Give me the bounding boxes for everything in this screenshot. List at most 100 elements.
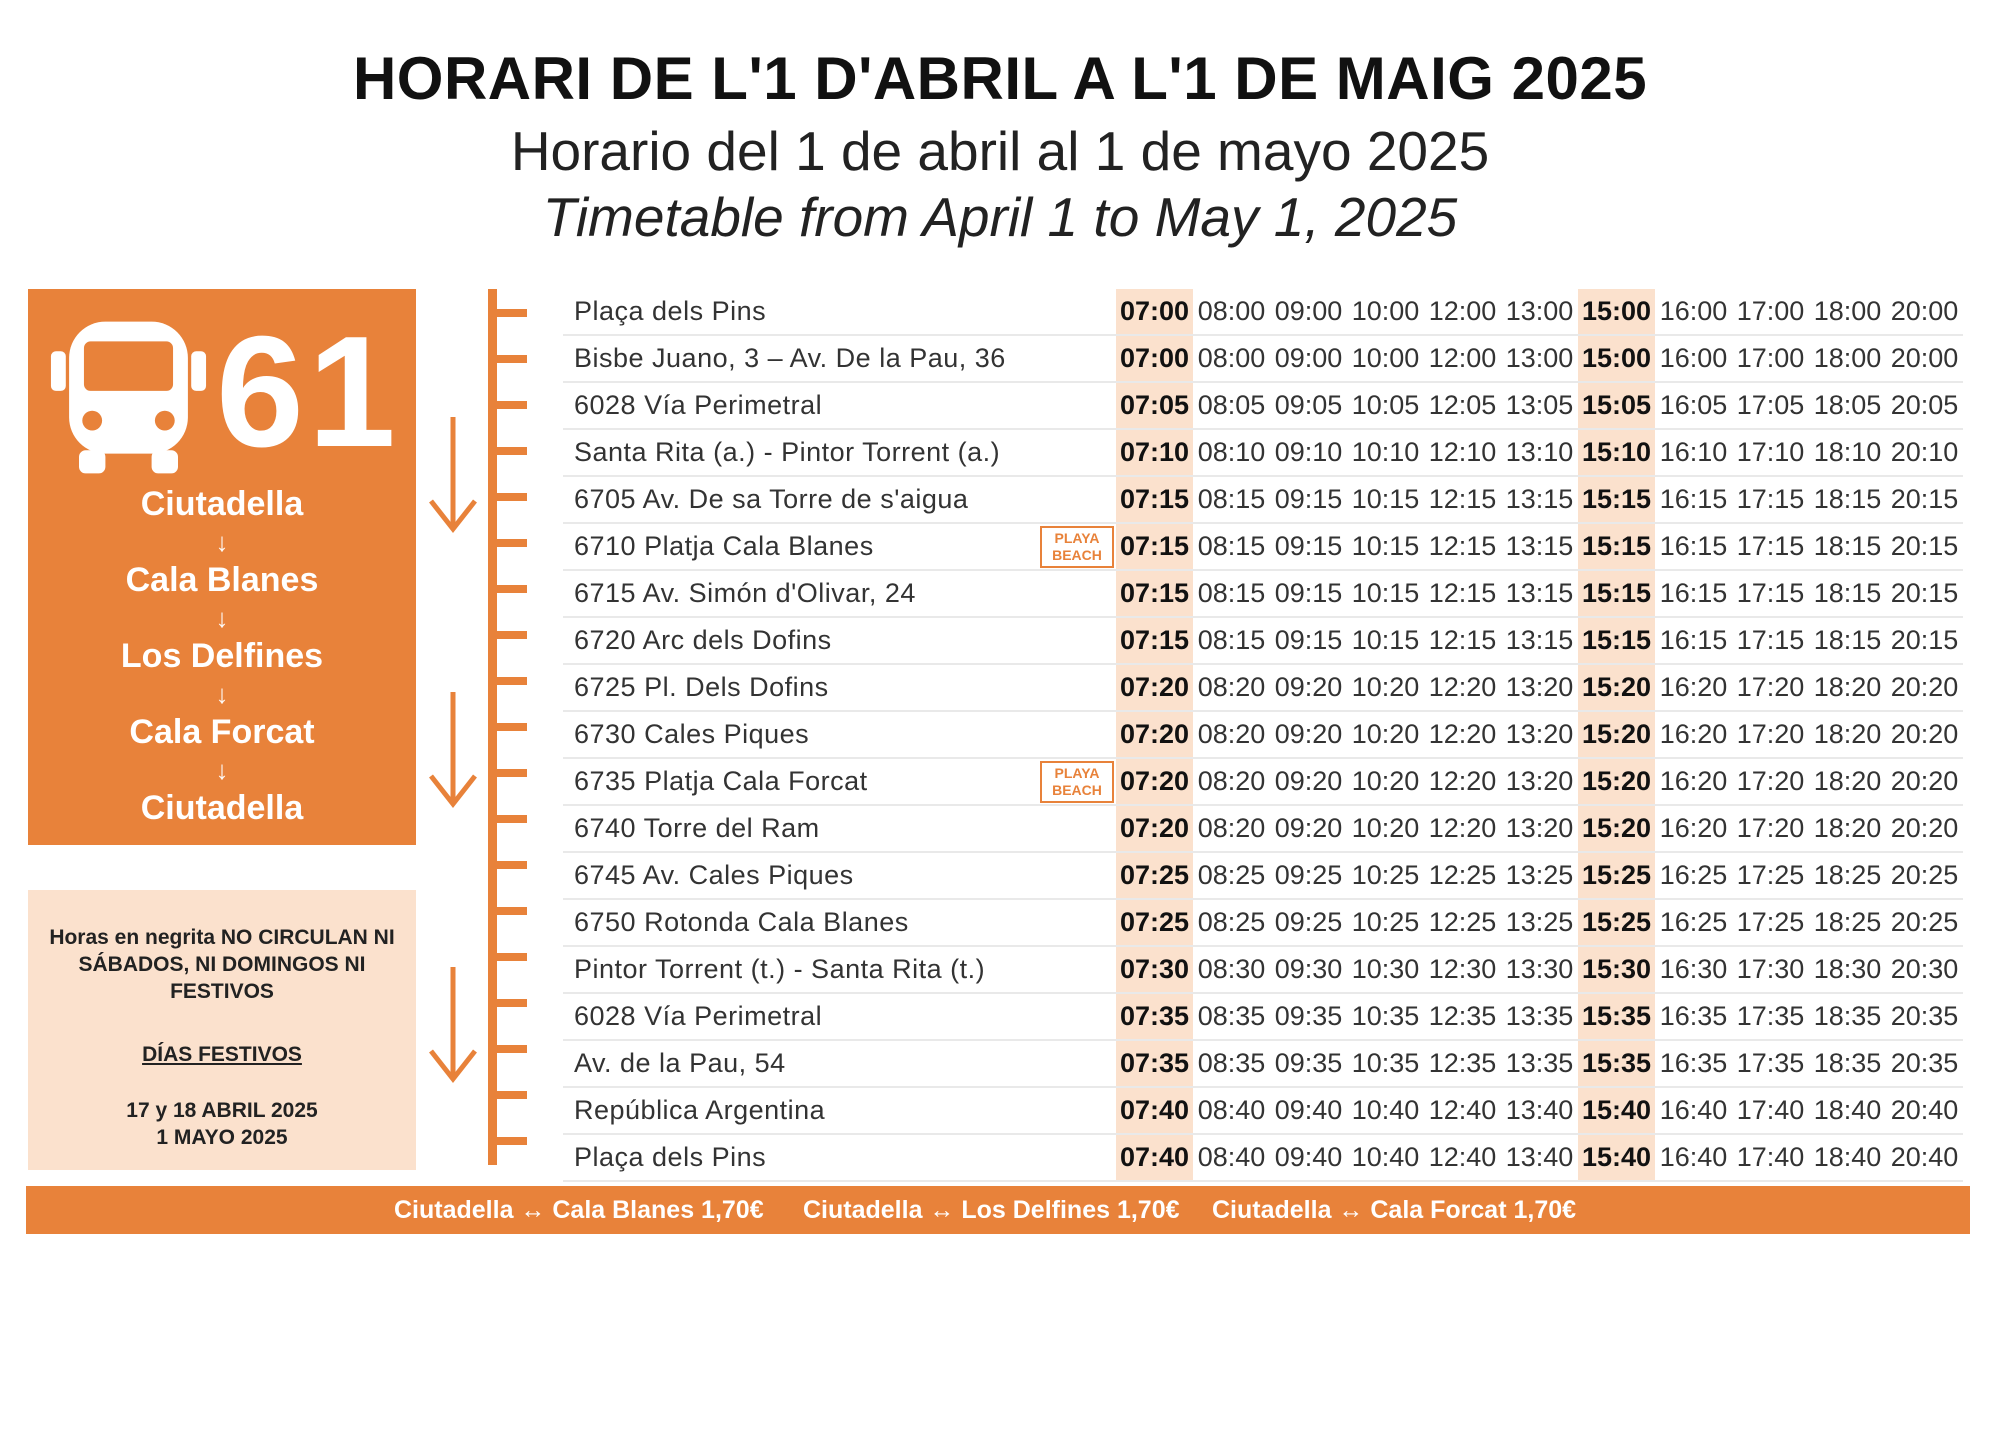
time-cell: 18:25 [1809, 852, 1886, 900]
time-cell: 17:10 [1732, 429, 1809, 477]
time-cell: 17:20 [1732, 711, 1809, 759]
badge-cell [1038, 1040, 1116, 1088]
time-cell: 08:25 [1193, 852, 1270, 900]
badge-cell [1038, 993, 1116, 1041]
title-catalan: HORARI DE L'1 D'ABRIL A L'1 DE MAIG 2025 [352, 45, 1648, 112]
badge-cell: PLAYA BEACH [1038, 523, 1116, 571]
time-cell: 20:00 [1886, 289, 1963, 336]
holiday-dates: 17 y 18 ABRIL 2025 1 MAYO 2025 [28, 1097, 416, 1151]
beach-badge: PLAYA BEACH [1040, 525, 1114, 568]
time-cell: 12:15 [1424, 523, 1501, 571]
time-cell: 09:00 [1270, 289, 1347, 336]
time-cell: 12:30 [1424, 946, 1501, 994]
time-cell: 18:15 [1809, 523, 1886, 571]
time-cell: 10:20 [1347, 711, 1424, 759]
time-cell: 17:40 [1732, 1087, 1809, 1135]
time-cell: 10:35 [1347, 993, 1424, 1041]
time-cell: 10:20 [1347, 758, 1424, 806]
badge-cell: PLAYA BEACH [1038, 758, 1116, 806]
time-cell: 12:35 [1424, 1040, 1501, 1088]
time-cell: 12:25 [1424, 852, 1501, 900]
time-cell: 17:05 [1732, 382, 1809, 430]
fare-bar: Ciutadella ↔ Cala Blanes 1,70€ Ciutadell… [26, 1186, 1970, 1234]
time-cell: 18:30 [1809, 946, 1886, 994]
time-cell: 09:00 [1270, 335, 1347, 383]
table-row: 6710 Platja Cala Blanes PLAYA BEACH 07:15 08… [563, 523, 1963, 571]
time-cell: 18:15 [1809, 570, 1886, 618]
time-cell-weekday-only: 15:15 [1578, 476, 1655, 524]
time-cell: 10:30 [1347, 946, 1424, 994]
time-cell: 12:15 [1424, 476, 1501, 524]
badge-cell [1038, 335, 1116, 383]
time-cell: 17:30 [1732, 946, 1809, 994]
stop-name: 6720 Arc dels Dofins [563, 617, 1038, 665]
time-cell: 16:15 [1655, 617, 1732, 665]
holiday-note: Horas en negrita NO CIRCULAN NI SÁBADOS,… [28, 890, 416, 1170]
time-cell: 09:20 [1270, 805, 1347, 853]
time-cell-weekday-only: 15:35 [1578, 1040, 1655, 1088]
stop-tick [497, 1045, 527, 1053]
time-cell: 17:20 [1732, 758, 1809, 806]
time-cell: 20:20 [1886, 758, 1963, 806]
time-cell-weekday-only: 15:15 [1578, 617, 1655, 665]
time-cell: 18:15 [1809, 476, 1886, 524]
time-cell-weekday-only: 15:25 [1578, 852, 1655, 900]
time-cell: 16:15 [1655, 570, 1732, 618]
time-cell: 09:35 [1270, 993, 1347, 1041]
time-cell-weekday-only: 15:10 [1578, 429, 1655, 477]
badge-line: PLAYA [1054, 529, 1100, 546]
table-row: Plaça dels Pins 07:00 08:00 09:00 10:00 12:00… [563, 289, 1963, 336]
time-cell: 08:20 [1193, 664, 1270, 712]
time-cell: 16:05 [1655, 382, 1732, 430]
time-cell-weekday-only: 07:40 [1116, 1087, 1193, 1135]
time-cell: 16:40 [1655, 1134, 1732, 1182]
time-cell: 18:15 [1809, 617, 1886, 665]
time-cell: 20:10 [1886, 429, 1963, 477]
time-cell: 08:15 [1193, 523, 1270, 571]
time-cell: 13:15 [1501, 523, 1578, 571]
time-cell-weekday-only: 07:35 [1116, 993, 1193, 1041]
time-cell: 10:15 [1347, 617, 1424, 665]
time-cell: 13:25 [1501, 852, 1578, 900]
time-cell: 08:15 [1193, 570, 1270, 618]
time-cell: 09:20 [1270, 711, 1347, 759]
time-cell: 09:10 [1270, 429, 1347, 477]
time-cell: 12:40 [1424, 1087, 1501, 1135]
table-row: 6028 Vía Perimetral 07:05 08:05 09:05 10:05 1… [563, 382, 1963, 430]
time-cell: 12:20 [1424, 758, 1501, 806]
time-cell-weekday-only: 07:35 [1116, 1040, 1193, 1088]
time-cell: 10:10 [1347, 429, 1424, 477]
badge-cell [1038, 805, 1116, 853]
badge-cell [1038, 476, 1116, 524]
badge-cell [1038, 664, 1116, 712]
time-cell: 16:25 [1655, 852, 1732, 900]
time-cell-weekday-only: 15:20 [1578, 664, 1655, 712]
route-arrow: ↓ [215, 603, 229, 633]
time-cell: 08:05 [1193, 382, 1270, 430]
stop-tick [497, 769, 527, 777]
beach-badge: PLAYA BEACH [1040, 760, 1114, 803]
stop-tick [497, 401, 527, 409]
time-cell: 12:20 [1424, 711, 1501, 759]
time-cell: 16:15 [1655, 523, 1732, 571]
time-cell: 16:40 [1655, 1087, 1732, 1135]
stop-name: Av. de la Pau, 54 [563, 1040, 1038, 1088]
time-cell: 20:30 [1886, 946, 1963, 994]
table-row: 6735 Platja Cala Forcat PLAYA BEACH 07:20 08… [563, 758, 1963, 806]
time-cell: 09:20 [1270, 758, 1347, 806]
time-cell: 09:30 [1270, 946, 1347, 994]
table-row: Pintor Torrent (t.) - Santa Rita (t.) 07:… [563, 946, 1963, 994]
time-cell: 10:15 [1347, 476, 1424, 524]
time-cell-weekday-only: 15:00 [1578, 289, 1655, 336]
time-cell: 13:40 [1501, 1134, 1578, 1182]
time-cell: 10:00 [1347, 289, 1424, 336]
table-row: Av. de la Pau, 54 07:35 08:35 09:35 10:35 12:… [563, 1040, 1963, 1088]
stop-tick [497, 309, 527, 317]
time-cell-weekday-only: 07:00 [1116, 289, 1193, 336]
time-cell: 12:05 [1424, 382, 1501, 430]
time-cell: 09:15 [1270, 617, 1347, 665]
time-cell: 18:20 [1809, 664, 1886, 712]
stop-tick [497, 585, 527, 593]
time-cell-weekday-only: 07:15 [1116, 523, 1193, 571]
time-cell: 13:40 [1501, 1087, 1578, 1135]
